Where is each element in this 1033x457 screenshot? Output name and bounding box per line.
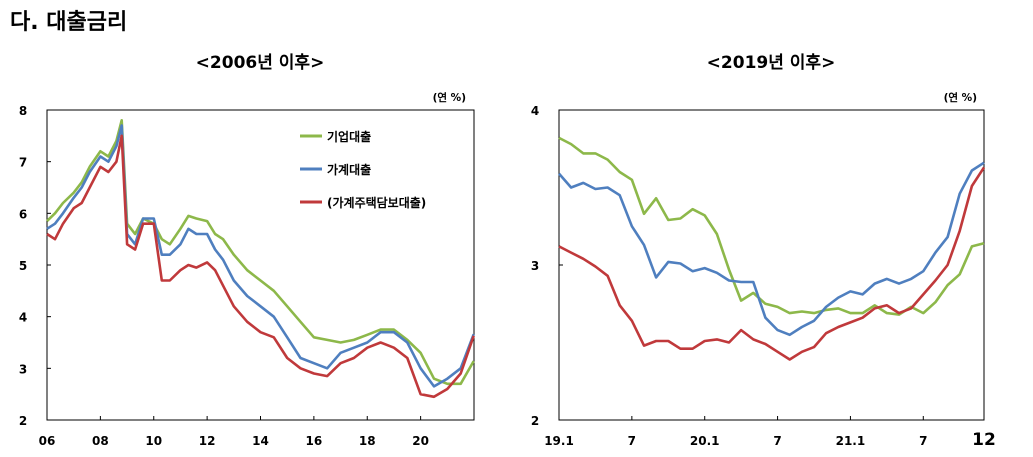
x-tick-label: 7: [628, 434, 636, 448]
unit-label: (연 %): [944, 91, 977, 104]
x-tick-label: 7: [773, 434, 781, 448]
x-tick-label: 12: [199, 434, 216, 448]
plot-frame: [558, 109, 985, 421]
series-line-corporate: [46, 119, 475, 386]
series-line-corporate: [558, 136, 985, 316]
series-line-mortgage: [46, 134, 475, 399]
x-tick-label: 16: [306, 434, 323, 448]
y-tick-label: 6: [19, 207, 27, 221]
x-tick-label: 10: [145, 434, 162, 448]
y-tick-label: 3: [19, 362, 27, 376]
x-tick-label: 14: [252, 434, 269, 448]
x-tick-label: 08: [92, 434, 109, 448]
y-tick-label: 2: [19, 414, 27, 428]
y-tick-label: 4: [19, 311, 27, 325]
x-tick-label: 20.1: [690, 434, 720, 448]
x-tick-label: 19.1: [544, 434, 574, 448]
y-tick-label: 7: [19, 156, 27, 170]
legend-label-mortgage: (가계주택담보대출): [327, 195, 426, 210]
y-tick-label: 5: [19, 259, 27, 273]
section-title: 다. 대출금리: [10, 10, 128, 35]
x-tick-label: 7: [919, 434, 927, 448]
x-tick-label: 18: [359, 434, 376, 448]
series-line-household: [558, 161, 985, 337]
y-tick-label: 2: [531, 414, 539, 428]
y-tick-label: 8: [19, 104, 27, 118]
x-tick-label: 06: [39, 434, 56, 448]
legend-label-household: 가계대출: [327, 162, 371, 177]
y-tick-label: 3: [531, 259, 539, 273]
y-tick-label: 4: [531, 104, 539, 118]
legend-label-corporate: 기업대출: [327, 129, 371, 144]
x-tick-label: 12: [972, 430, 996, 450]
x-tick-label: 21.1: [836, 434, 866, 448]
series-line-mortgage: [558, 166, 986, 361]
series-line-household: [46, 124, 475, 388]
chart-title: <2006년 이후>: [196, 52, 325, 73]
unit-label: (연 %): [433, 91, 466, 104]
x-tick-label: 20: [412, 434, 429, 448]
chart-title: <2019년 이후>: [707, 52, 836, 73]
